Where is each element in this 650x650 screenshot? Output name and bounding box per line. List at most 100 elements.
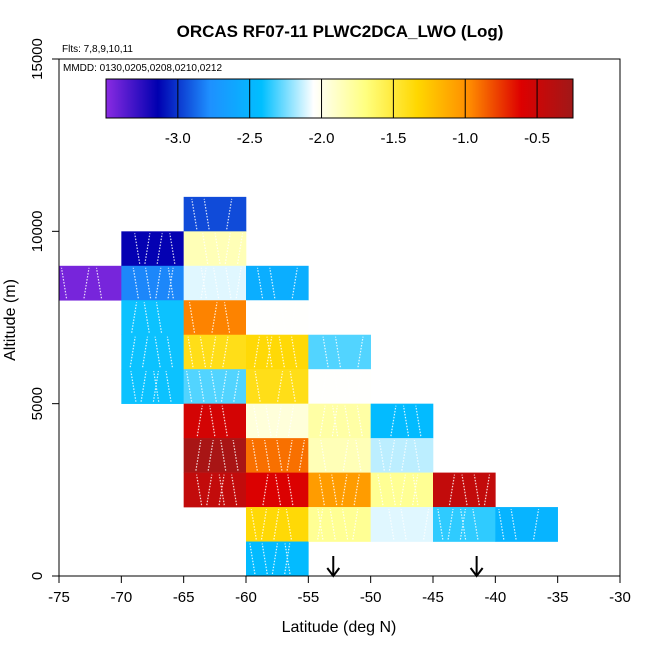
colorbar-tick-label: -2.0 — [309, 130, 335, 147]
x-tick-label: -40 — [484, 589, 506, 606]
flight-track-segment — [253, 336, 298, 368]
heatmap-cell — [246, 507, 309, 542]
flight-track-segment — [378, 440, 420, 471]
x-tick-label: -50 — [360, 589, 382, 606]
flight-track-segment — [188, 302, 231, 333]
heatmap-cell — [183, 196, 247, 232]
heatmap-cell — [183, 231, 247, 267]
flight-track-segment — [202, 233, 244, 264]
x-tick-label: -60 — [235, 589, 257, 606]
heatmap-cell — [183, 438, 247, 473]
flight-track-segment — [129, 336, 173, 368]
heatmap-cell — [246, 300, 309, 336]
heatmap-cell — [370, 472, 434, 508]
heatmap-cell — [308, 507, 371, 542]
x-tick-label: -65 — [173, 589, 195, 606]
flight-track-segment — [498, 509, 540, 540]
y-tick-label: 15000 — [29, 38, 46, 80]
dates-note: MMDD: 0130,0205,0208,0210,0212 — [63, 63, 222, 74]
flight-track-segment — [448, 474, 491, 506]
arrow-marker — [469, 556, 484, 578]
flight-track-segment — [255, 302, 297, 333]
flight-track-segment — [187, 336, 229, 368]
y-tick-label: 0 — [29, 572, 46, 580]
colorbar-tick-label: -0.5 — [524, 130, 550, 147]
x-tick-label: -70 — [110, 589, 132, 606]
flight-track-segment — [131, 302, 163, 333]
colorbar: -3.0 -2.5 -2.0 -1.5 -1.0 -0.5 — [105, 78, 574, 147]
heatmap-cell — [433, 507, 496, 542]
heatmap-cell — [308, 472, 371, 508]
heatmap-cell — [370, 507, 434, 542]
flight-track-segment — [186, 371, 240, 402]
flight-track-segment — [132, 267, 174, 299]
colorbar-gradient — [105, 78, 574, 119]
heatmap-cell — [121, 300, 184, 336]
flight-track-segment — [318, 474, 360, 506]
heatmap-cell — [308, 369, 371, 404]
plot-frame — [58, 58, 621, 577]
colorbar-tick-label: -3.0 — [165, 130, 191, 147]
heatmap-cell — [246, 403, 309, 439]
x-tick-label: -75 — [48, 589, 70, 606]
heatmap-cell — [183, 472, 247, 508]
x-tick-label: -30 — [609, 589, 631, 606]
y-axis-label: Altitude (m) — [2, 279, 19, 361]
flight-track-segment — [251, 440, 305, 471]
x-axis: -75 -70 -65 -60 -55 -50 -45 -40 -35 -30 — [48, 576, 631, 606]
flight-track-segment — [60, 267, 103, 299]
flight-track-segment — [196, 405, 228, 437]
flight-track-segment — [191, 198, 233, 230]
chart-title: ORCAS RF07-11 PLWC2DCA_LWO (Log) — [177, 22, 504, 41]
flights-note: Flts: 7,8,9,10,11 — [62, 44, 133, 55]
heatmap-cell — [121, 265, 184, 301]
heatmap-cell — [183, 369, 247, 404]
colorbar-tick-label: -2.5 — [237, 130, 263, 147]
heatmap-cell — [121, 231, 184, 267]
flight-track-segment — [134, 233, 176, 264]
heatmap-cell — [59, 265, 122, 301]
colorbar-tick-label: -1.0 — [452, 130, 478, 147]
heatmap-cell — [246, 472, 309, 508]
y-axis: 0 5000 10000 15000 — [29, 38, 59, 580]
flight-track-segment — [195, 440, 239, 471]
flight-track-segment — [377, 474, 419, 506]
flight-track-segment — [322, 336, 364, 368]
flight-track-segment — [319, 405, 363, 437]
flight-track-segment — [254, 371, 296, 402]
flight-track-segment — [196, 474, 238, 506]
flight-track-segment — [437, 509, 479, 540]
heatmap-cell — [308, 403, 371, 439]
x-tick-label: -35 — [547, 589, 569, 606]
flight-track-segment — [253, 405, 295, 437]
y-tick-label: 10000 — [29, 210, 46, 252]
heatmap-cell — [246, 369, 309, 404]
heatmap-cell — [121, 334, 184, 370]
flight-track-segment — [388, 509, 430, 540]
flight-track-segment — [317, 509, 359, 540]
heatmap-cell — [121, 369, 184, 404]
y-tick-label: 5000 — [29, 387, 46, 420]
flight-track-segment — [256, 267, 298, 299]
arrow-marker — [326, 556, 341, 578]
colorbar-tick-label: -1.5 — [380, 130, 406, 147]
flight-track-segment — [262, 474, 294, 506]
heatmap-cell — [308, 334, 371, 370]
flight-track-segment — [320, 371, 363, 402]
heatmap-cell — [183, 265, 247, 301]
heatmap-cell — [246, 265, 309, 301]
flight-track-segment — [390, 405, 422, 437]
flight-track-segment — [249, 543, 291, 575]
flight-tracks — [60, 198, 540, 575]
flight-track-segment — [250, 509, 292, 540]
heatmap-cell — [308, 438, 371, 473]
flight-track-segment — [200, 267, 242, 299]
x-tick-label: -55 — [297, 589, 319, 606]
heatmap-cell — [370, 403, 434, 439]
flight-track-segment — [130, 371, 172, 402]
x-tick-label: -45 — [422, 589, 444, 606]
arrow-markers — [326, 556, 484, 578]
flight-track-segment — [320, 440, 362, 471]
x-axis-label: Latitude (deg N) — [282, 619, 397, 636]
